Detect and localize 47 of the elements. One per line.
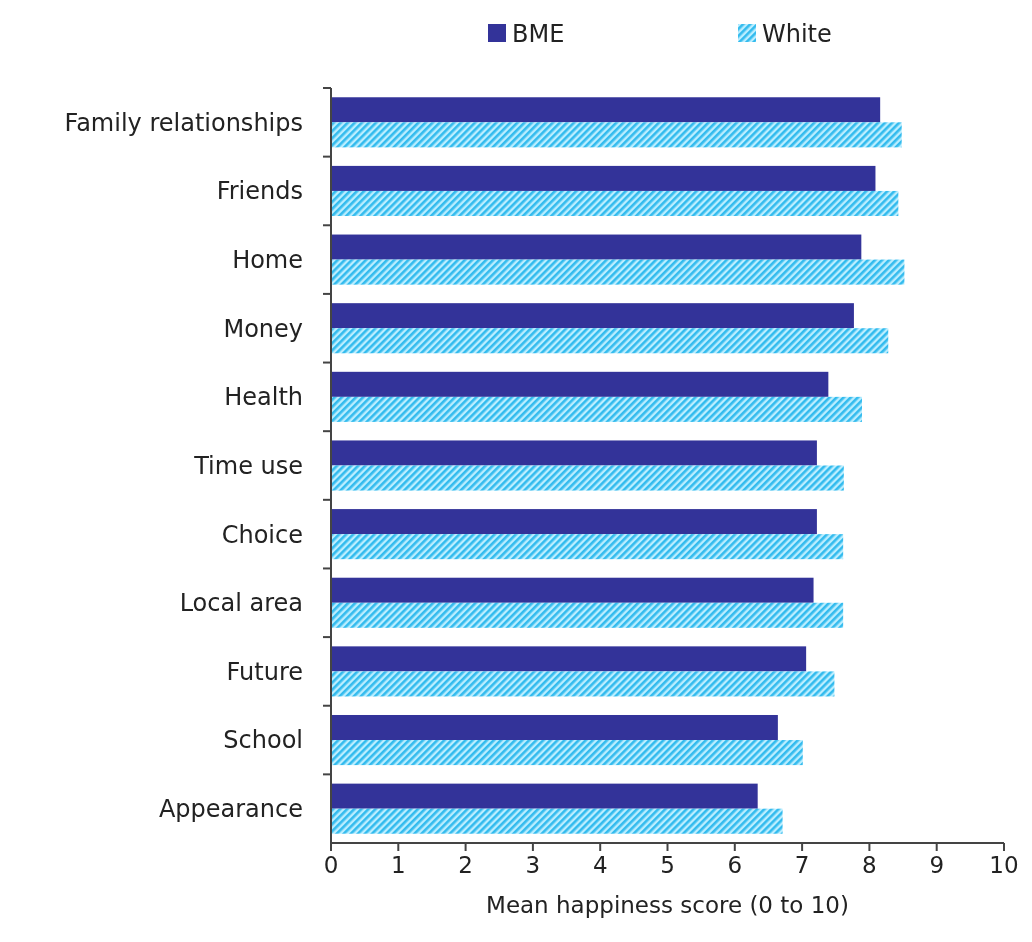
x-tick-label: 10 (989, 852, 1019, 878)
bar (331, 602, 844, 628)
bar (331, 371, 829, 397)
bar (331, 234, 862, 260)
x-tick-label: 3 (525, 852, 541, 878)
legend-label: BME (512, 20, 565, 49)
bar (331, 534, 844, 560)
x-tick-label: 0 (323, 852, 339, 878)
bar (331, 783, 758, 809)
y-tick-label: Appearance (158, 795, 303, 824)
bar (331, 509, 817, 535)
x-tick-label: 2 (458, 852, 473, 878)
y-tick-label: Family relationships (64, 108, 303, 137)
bar (331, 440, 817, 466)
y-tick-label: Health (224, 383, 303, 412)
bar (331, 465, 844, 491)
bar (331, 122, 902, 148)
y-tick-label: Local area (179, 589, 303, 618)
bar (331, 259, 905, 285)
bar (331, 714, 778, 741)
x-tick-label: 6 (727, 852, 743, 878)
bar (331, 740, 803, 766)
x-tick-label: 1 (390, 852, 406, 878)
bar (331, 808, 783, 834)
x-tick-label: 9 (929, 852, 945, 878)
y-tick-label: Time use (193, 451, 303, 480)
x-tick-label: 4 (592, 852, 608, 878)
y-tick-label: Friends (216, 177, 303, 206)
x-tick-label: 5 (660, 852, 675, 878)
x-tick-label: 8 (862, 852, 877, 878)
bar (331, 328, 889, 354)
y-tick-label: Choice (221, 520, 303, 549)
bar (331, 671, 835, 697)
x-axis-title: Mean happiness score (0 to 10) (486, 892, 849, 918)
y-tick-label: Future (226, 657, 303, 686)
x-tick-label: 7 (794, 852, 810, 878)
bar (331, 396, 862, 422)
legend-label: White (762, 20, 832, 49)
bar (331, 577, 814, 603)
bar (331, 97, 881, 123)
bar (331, 165, 876, 191)
y-tick-label: School (223, 726, 303, 755)
bar (331, 303, 854, 329)
y-tick-label: Money (223, 314, 303, 343)
y-tick-label: Home (232, 245, 303, 274)
bar (331, 190, 899, 217)
bar (331, 646, 807, 672)
